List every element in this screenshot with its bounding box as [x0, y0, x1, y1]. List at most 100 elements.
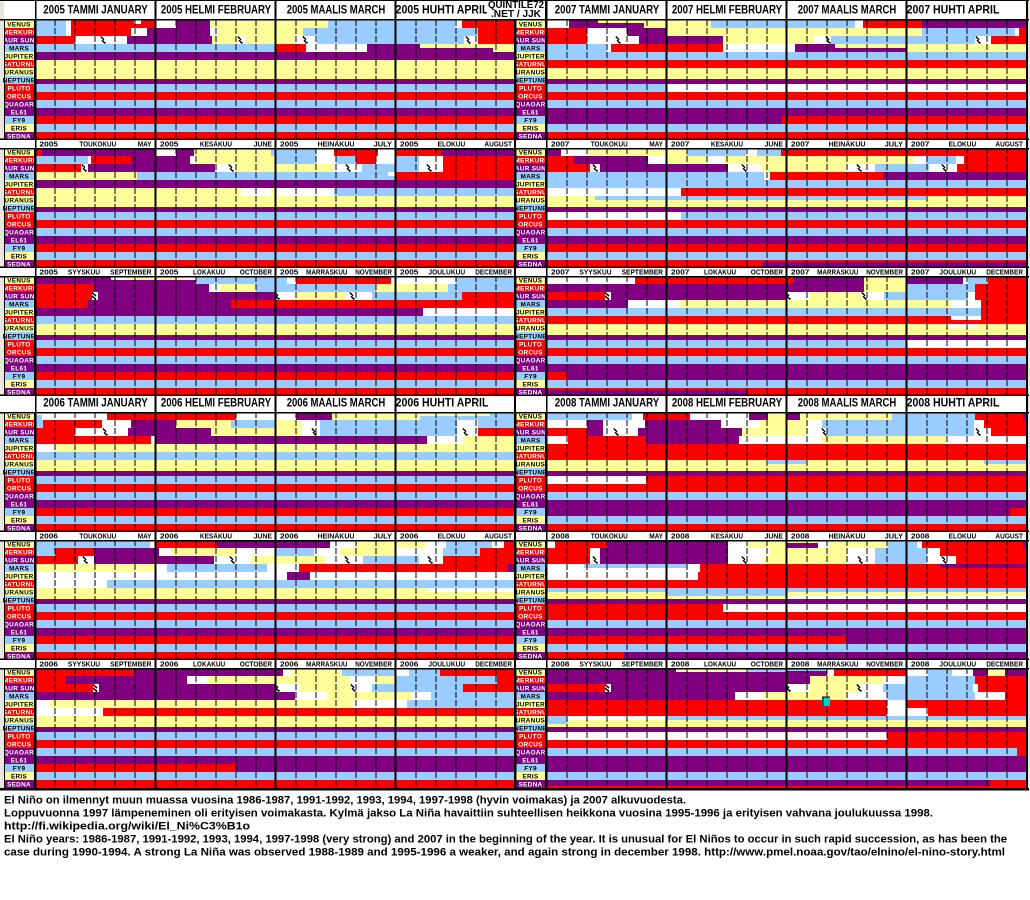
svg-text:MARS: MARS — [9, 694, 29, 701]
svg-text:VENUS: VENUS — [7, 670, 31, 677]
svg-text:VENUS: VENUS — [519, 150, 543, 157]
svg-text:QUAOAR: QUAOAR — [515, 494, 545, 501]
svg-text:PLUTO: PLUTO — [519, 86, 542, 93]
svg-text:JUPITER: JUPITER — [4, 54, 33, 61]
svg-text:VENUS: VENUS — [7, 22, 31, 29]
svg-text:ERIS: ERIS — [11, 518, 28, 525]
svg-text:SEPTEMBER: SEPTEMBER — [622, 268, 664, 277]
svg-text:OCTOBER: OCTOBER — [240, 660, 273, 669]
svg-text:2008: 2008 — [791, 660, 809, 669]
svg-text:EL61: EL61 — [522, 110, 539, 117]
svg-text:ELOKUU: ELOKUU — [438, 140, 466, 149]
svg-text:MAY: MAY — [138, 140, 152, 149]
svg-text:2007: 2007 — [671, 140, 689, 149]
svg-text:KESÄKUU: KESÄKUU — [200, 140, 232, 149]
svg-text:JUNE: JUNE — [254, 532, 272, 541]
svg-text:SATURNU: SATURNU — [3, 190, 36, 197]
svg-text:QUAOAR: QUAOAR — [515, 750, 545, 757]
svg-text:ERIS: ERIS — [11, 126, 28, 133]
svg-text:MARS: MARS — [9, 174, 29, 181]
svg-text:ERIS: ERIS — [11, 774, 28, 781]
svg-text:VENUS: VENUS — [7, 150, 31, 157]
svg-text:2005: 2005 — [400, 140, 418, 149]
svg-text:2007: 2007 — [671, 268, 689, 277]
svg-text:El Niño on ilmennyt muun muass: El Niño on ilmennyt muun muassa vuosina … — [4, 795, 686, 807]
svg-text:FY9: FY9 — [13, 766, 26, 773]
svg-text:MERKURI: MERKURI — [3, 678, 35, 685]
svg-text:OCTOBER: OCTOBER — [240, 268, 273, 277]
svg-text:MARS: MARS — [9, 566, 29, 573]
svg-text:MERKURI: MERKURI — [515, 550, 547, 557]
svg-text:2005 HELMI FEBRUARY: 2005 HELMI FEBRUARY — [161, 3, 271, 17]
svg-text:JOULUKUU: JOULUKUU — [939, 268, 976, 277]
svg-text:2008 HUHTI APRIL: 2008 HUHTI APRIL — [907, 396, 1000, 410]
svg-text:AUR SUN: AUR SUN — [515, 686, 546, 693]
svg-text:2008 MAALIS MARCH: 2008 MAALIS MARCH — [798, 396, 897, 410]
svg-text:PLUTO: PLUTO — [7, 214, 30, 221]
svg-text:TOUKOKUU: TOUKOKUU — [79, 140, 116, 149]
svg-text:JUPITER: JUPITER — [4, 182, 33, 189]
svg-text:SYYSKUU: SYYSKUU — [579, 268, 611, 277]
svg-text:PLUTO: PLUTO — [519, 734, 542, 741]
svg-text:NOVEMBER: NOVEMBER — [355, 660, 392, 669]
svg-text:MAY: MAY — [138, 532, 152, 541]
svg-text:ORCUS: ORCUS — [7, 222, 32, 229]
svg-text:URANUS: URANUS — [4, 718, 34, 725]
svg-text:VENUS: VENUS — [7, 542, 31, 549]
svg-text:TOUKOKUU: TOUKOKUU — [591, 532, 628, 541]
svg-text:PLUTO: PLUTO — [7, 478, 30, 485]
svg-text:ORCUS: ORCUS — [7, 486, 32, 493]
svg-text:2008 HELMI FEBRUARY: 2008 HELMI FEBRUARY — [672, 396, 782, 410]
svg-text:ERIS: ERIS — [522, 382, 539, 389]
svg-text:case during 1990-1994. A stro: case during 1990-1994. A strong La Niña … — [4, 847, 1005, 859]
svg-text:AUGUST: AUGUST — [484, 140, 512, 149]
svg-text:2007: 2007 — [551, 140, 569, 149]
svg-text:QUAOAR: QUAOAR — [4, 358, 34, 365]
svg-text:2005: 2005 — [280, 268, 298, 277]
svg-text:2005 HUHTI APRIL: 2005 HUHTI APRIL — [396, 3, 489, 17]
svg-text:DECEMBER: DECEMBER — [986, 268, 1023, 277]
svg-text:ERIS: ERIS — [522, 254, 539, 261]
svg-text:JUNE: JUNE — [765, 532, 783, 541]
svg-text:QUAOAR: QUAOAR — [4, 622, 34, 629]
svg-text:SEDNA: SEDNA — [7, 782, 31, 789]
svg-text:2006: 2006 — [160, 532, 178, 541]
svg-text:2007 MAALIS MARCH: 2007 MAALIS MARCH — [798, 3, 897, 17]
svg-text:2005: 2005 — [40, 140, 58, 149]
svg-text:2006: 2006 — [40, 660, 58, 669]
svg-text:AUR SUN: AUR SUN — [515, 430, 546, 437]
svg-text:ORCUS: ORCUS — [7, 350, 32, 357]
svg-text:VENUS: VENUS — [7, 414, 31, 421]
svg-text:MAY: MAY — [649, 140, 663, 149]
svg-text:URANUS: URANUS — [4, 70, 34, 77]
svg-text:MERKURI: MERKURI — [3, 422, 35, 429]
svg-text:JUPITER: JUPITER — [516, 310, 545, 317]
svg-text:2005: 2005 — [400, 268, 418, 277]
svg-text:SATURNU: SATURNU — [3, 454, 36, 461]
svg-text:FY9: FY9 — [13, 374, 26, 381]
svg-text:2008: 2008 — [791, 532, 809, 541]
svg-text:HEINÄKUU: HEINÄKUU — [829, 532, 866, 541]
svg-text:AUR SUN: AUR SUN — [3, 686, 34, 693]
svg-text:2005 MAALIS MARCH: 2005 MAALIS MARCH — [287, 3, 386, 17]
svg-text:2005: 2005 — [280, 140, 298, 149]
svg-text:JUPITER: JUPITER — [4, 310, 33, 317]
svg-text:AUR SUN: AUR SUN — [3, 38, 34, 45]
svg-text:SATURNU: SATURNU — [514, 454, 547, 461]
svg-text:ORCUS: ORCUS — [518, 222, 543, 229]
svg-text:QUINTILE72: QUINTILE72 — [488, 0, 545, 11]
svg-text:FY9: FY9 — [524, 510, 537, 517]
svg-text:LOKAKUU: LOKAKUU — [193, 660, 225, 669]
svg-text:VENUS: VENUS — [519, 542, 543, 549]
svg-text:ORCUS: ORCUS — [518, 486, 543, 493]
svg-text:2005 TAMMI JANUARY: 2005 TAMMI JANUARY — [43, 3, 147, 17]
svg-text:QUAOAR: QUAOAR — [515, 358, 545, 365]
svg-text:SEDNA: SEDNA — [519, 262, 543, 269]
svg-text:MARS: MARS — [9, 302, 29, 309]
svg-text:VENUS: VENUS — [7, 278, 31, 285]
svg-text:JUPITER: JUPITER — [516, 574, 545, 581]
svg-text:LOKAKUU: LOKAKUU — [704, 660, 736, 669]
svg-text:EL61: EL61 — [11, 238, 28, 245]
svg-text:DECEMBER: DECEMBER — [475, 268, 512, 277]
svg-text:HEINÄKUU: HEINÄKUU — [318, 532, 355, 541]
